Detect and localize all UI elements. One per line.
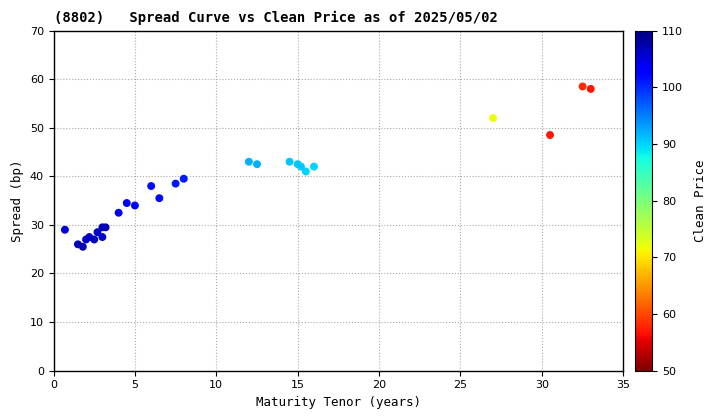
Point xyxy=(113,210,125,216)
Point xyxy=(59,226,71,233)
Point xyxy=(300,168,312,175)
Point xyxy=(544,132,556,139)
Y-axis label: Spread (bp): Spread (bp) xyxy=(11,159,24,242)
Point xyxy=(145,183,157,189)
Point xyxy=(129,202,140,209)
Point xyxy=(91,229,103,236)
Point xyxy=(284,158,295,165)
Point xyxy=(585,86,596,92)
Point xyxy=(577,83,588,90)
Point xyxy=(251,161,263,168)
Point xyxy=(89,236,100,243)
X-axis label: Maturity Tenor (years): Maturity Tenor (years) xyxy=(256,396,421,409)
Point xyxy=(121,200,132,206)
Point xyxy=(81,236,92,243)
Point xyxy=(292,161,303,168)
Point xyxy=(77,244,89,250)
Point xyxy=(170,180,181,187)
Point xyxy=(84,234,95,240)
Point xyxy=(243,158,255,165)
Point xyxy=(487,115,499,121)
Point xyxy=(178,176,189,182)
Point xyxy=(96,234,108,240)
Point xyxy=(308,163,320,170)
Point xyxy=(295,163,307,170)
Text: (8802)   Spread Curve vs Clean Price as of 2025/05/02: (8802) Spread Curve vs Clean Price as of… xyxy=(53,11,498,25)
Point xyxy=(96,224,108,231)
Point xyxy=(100,224,112,231)
Point xyxy=(153,195,165,202)
Point xyxy=(72,241,84,248)
Y-axis label: Clean Price: Clean Price xyxy=(694,159,707,242)
